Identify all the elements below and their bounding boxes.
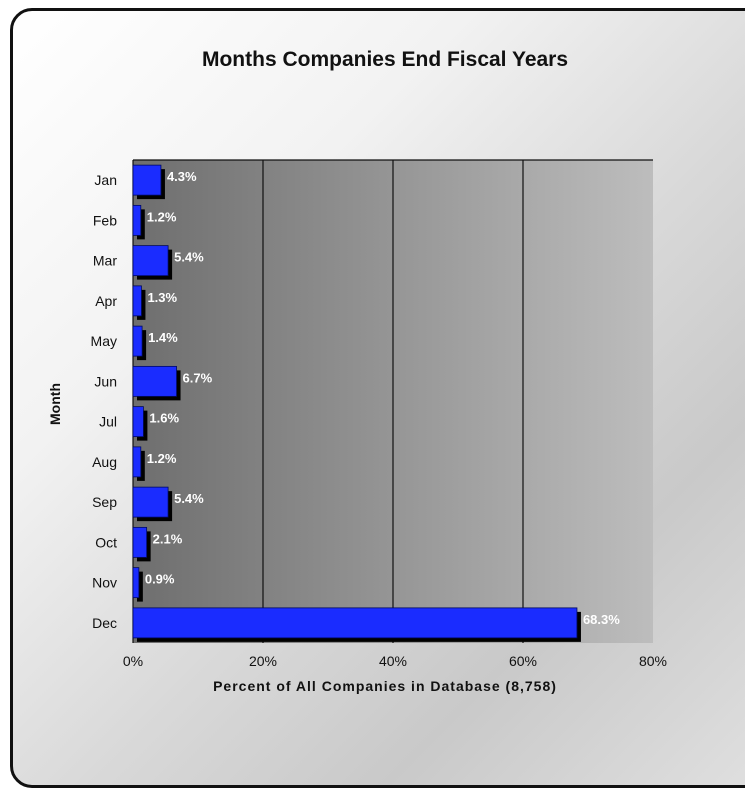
data-label: 5.4% <box>174 250 204 265</box>
bar <box>132 446 142 478</box>
y-tick-label: Feb <box>93 212 117 228</box>
bar <box>132 607 578 639</box>
data-label: 1.2% <box>147 209 177 224</box>
bar <box>132 406 144 438</box>
bar <box>132 245 169 277</box>
y-tick-label: Apr <box>95 293 117 309</box>
x-tick-labels: 0% 20% 40% 60% 80% <box>123 653 667 669</box>
y-tick-label: Oct <box>95 534 117 550</box>
y-tick-label: Mar <box>93 253 117 269</box>
x-tick-label: 40% <box>379 653 407 669</box>
x-tick-label: 60% <box>509 653 537 669</box>
data-label: 1.6% <box>149 411 179 426</box>
bars <box>132 164 581 642</box>
y-tick-label: Jun <box>94 373 117 389</box>
data-label: 68.3% <box>583 612 620 627</box>
data-label: 1.2% <box>147 451 177 466</box>
gridlines <box>132 159 653 643</box>
bar <box>132 526 148 558</box>
bar <box>132 164 162 196</box>
bar <box>132 486 169 518</box>
bar <box>132 204 142 236</box>
y-tick-label: Sep <box>92 494 117 510</box>
bar <box>132 325 143 357</box>
bar-shadow <box>137 571 143 602</box>
data-label: 6.7% <box>183 370 213 385</box>
data-labels: 4.3% 1.2% 5.4% 1.3% 1.4% 6.7% 1.6% 1.2% 5.4% 2.1%… <box>145 169 620 627</box>
y-tick-label: Dec <box>92 615 117 631</box>
y-axis-title: Month <box>47 383 63 425</box>
x-tick-label: 80% <box>639 653 667 669</box>
x-tick-label: 0% <box>123 653 143 669</box>
y-tick-label: Nov <box>92 575 117 591</box>
data-label: 4.3% <box>167 169 197 184</box>
y-tick-label: May <box>91 333 117 349</box>
y-tick-label: Aug <box>92 454 117 470</box>
bar <box>132 285 142 317</box>
bar <box>132 365 177 397</box>
data-label: 0.9% <box>145 572 175 587</box>
chart: Months Companies End Fiscal Years Jan Feb… <box>47 48 667 694</box>
data-label: 1.4% <box>148 330 178 345</box>
y-tick-label: Jan <box>94 172 117 188</box>
data-label: 2.1% <box>153 531 183 546</box>
y-tick-label: Jul <box>99 414 117 430</box>
data-label: 5.4% <box>174 491 204 506</box>
bar <box>132 567 140 599</box>
y-tick-labels: Jan Feb Mar Apr May Jun Jul Aug Sep Oct Nov Dec <box>91 172 118 631</box>
x-tick-label: 20% <box>249 653 277 669</box>
x-axis-title: Percent of All Companies in Database (8,… <box>213 678 557 694</box>
chart-title: Months Companies End Fiscal Years <box>202 48 568 71</box>
data-label: 1.3% <box>147 290 177 305</box>
